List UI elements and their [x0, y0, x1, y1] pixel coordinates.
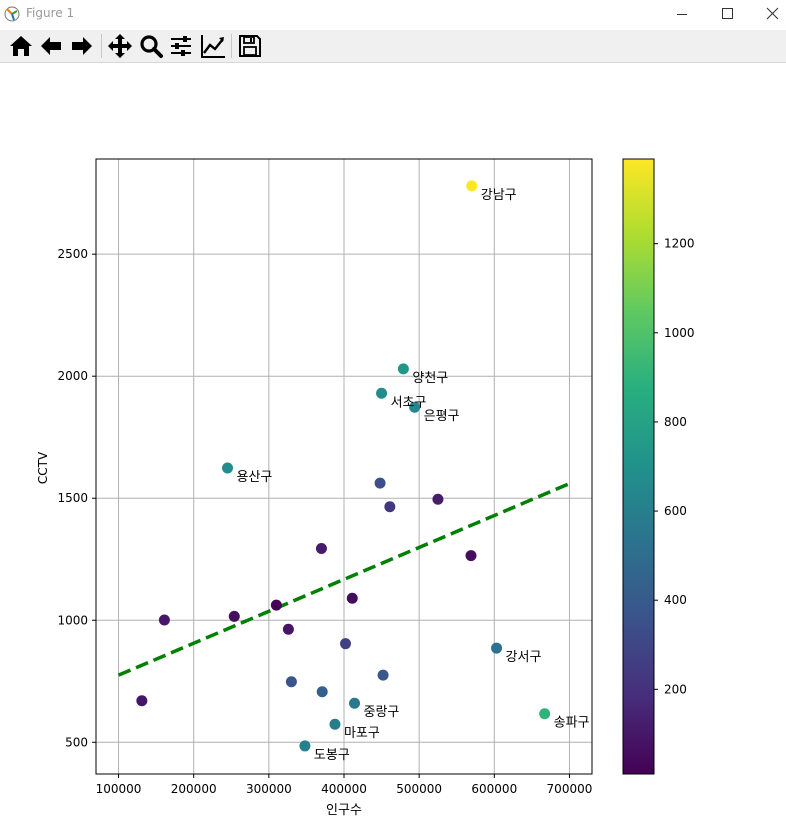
y-tick-label: 500 — [65, 735, 88, 749]
y-tick-label: 1500 — [57, 491, 88, 505]
scatter-point — [409, 401, 421, 413]
scatter-point — [432, 493, 444, 505]
scatter-point — [158, 614, 170, 626]
scatter-point — [384, 501, 396, 513]
scatter-point — [282, 623, 294, 635]
scatter-point — [285, 676, 297, 688]
point-label: 도봉구 — [314, 748, 350, 763]
navigation-toolbar — [0, 30, 786, 63]
point-label: 용산구 — [237, 470, 273, 485]
maximize-icon[interactable] — [704, 0, 750, 29]
scatter-point — [374, 477, 386, 489]
point-label: 은평구 — [424, 409, 460, 424]
scatter-point — [315, 543, 327, 554]
x-tick-label: 100000 — [96, 782, 142, 796]
scatter-point — [270, 599, 282, 611]
point-label: 마포구 — [344, 726, 380, 741]
point-label: 서초구 — [391, 395, 427, 410]
scatter-point — [346, 592, 358, 604]
x-tick-label: 300000 — [246, 782, 292, 796]
colorbar — [622, 158, 655, 775]
scatter-point — [466, 180, 478, 192]
scatter-point — [397, 363, 409, 375]
x-tick-label: 600000 — [471, 782, 517, 796]
colorbar-tick-label: 800 — [664, 415, 687, 429]
scatter-point — [329, 718, 341, 730]
home-icon[interactable] — [8, 33, 34, 59]
y-axis-label: CCTV — [36, 451, 50, 484]
x-tick-label: 200000 — [171, 782, 217, 796]
toolbar-separator — [231, 34, 232, 58]
x-tick-label: 500000 — [396, 782, 442, 796]
edit-axes-chart-icon[interactable] — [200, 33, 226, 59]
point-label: 강남구 — [481, 188, 517, 203]
scatter-point — [491, 642, 503, 654]
scatter-point — [465, 550, 477, 562]
scatter-points — [136, 180, 551, 752]
regression-fit-line — [117, 481, 571, 677]
scatter-point — [340, 638, 352, 650]
scatter-point — [377, 669, 389, 681]
y-tick-label: 2500 — [57, 247, 88, 261]
x-axis-label: 인구수 — [326, 803, 362, 818]
colorbar-ticks: 200 400 600 800 1000 1200 — [654, 237, 695, 696]
scatter-point — [222, 462, 234, 474]
point-label: 중랑구 — [364, 705, 400, 720]
subplots-sliders-icon[interactable] — [168, 33, 194, 59]
close-icon[interactable] — [750, 0, 786, 29]
zoom-magnifier-icon[interactable] — [138, 33, 164, 59]
scatter-point — [316, 686, 328, 698]
back-arrow-icon[interactable] — [38, 33, 64, 59]
scatter-point — [299, 740, 311, 752]
x-tick-label: 700000 — [547, 782, 593, 796]
x-axis-ticks: 100000 200000 300000 400000 500000 600000 7000… — [96, 774, 593, 796]
point-label: 양천구 — [412, 371, 448, 386]
scatter-point — [228, 610, 240, 622]
pan-move-icon[interactable] — [107, 33, 133, 59]
forward-arrow-icon[interactable] — [69, 33, 95, 59]
colorbar-tick-label: 1200 — [664, 237, 695, 251]
scatter-point — [349, 697, 361, 709]
toolbar-separator — [101, 34, 102, 58]
scatter-point — [136, 695, 148, 707]
title-bar: Figure 1 — [0, 0, 786, 29]
point-label: 송파구 — [554, 716, 590, 731]
save-floppy-icon[interactable] — [237, 33, 263, 59]
colorbar-tick-label: 400 — [664, 593, 687, 607]
grid-lines — [96, 159, 592, 774]
minimize-icon[interactable] — [658, 0, 704, 29]
x-tick-label: 400000 — [321, 782, 367, 796]
colorbar-tick-label: 200 — [664, 682, 687, 696]
colorbar-tick-label: 600 — [664, 504, 687, 518]
point-label: 강서구 — [506, 650, 542, 665]
y-tick-label: 1000 — [57, 613, 88, 627]
colorbar-tick-label: 1000 — [664, 326, 695, 340]
matplotlib-app-icon — [4, 6, 20, 22]
scatter-point — [539, 708, 551, 720]
scatter-point — [376, 387, 388, 399]
y-tick-label: 2000 — [57, 369, 88, 383]
window-title: Figure 1 — [26, 6, 75, 20]
y-axis-ticks: 500 1000 1500 2000 2500 — [57, 247, 96, 749]
